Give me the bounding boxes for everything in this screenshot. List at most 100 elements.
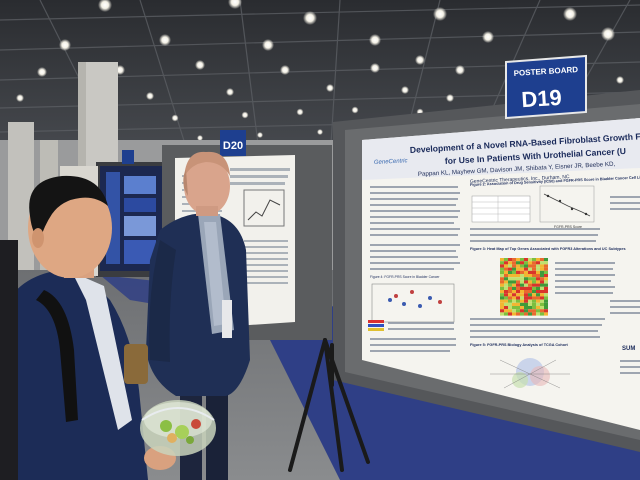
heatmap-cell [528,286,532,290]
heatmap-cell [512,286,516,290]
heatmap-cell [500,280,504,284]
heatmap-cell [512,302,516,306]
heatmap-cell [504,267,508,271]
heatmap-cell [520,290,524,294]
heatmap-cell [528,296,532,300]
heatmap-cell [500,306,504,310]
heatmap-cell [540,293,544,297]
heatmap-cell [504,296,508,300]
heatmap-cell [528,277,532,281]
heatmap-cell [520,296,524,300]
heatmap-cell [528,264,532,268]
heatmap-cell [520,293,524,297]
salad-container [140,400,216,456]
heatmap-cell [536,299,540,303]
heatmap-cell [540,274,544,278]
heatmap-cell [540,283,544,287]
heatmap-cell [504,258,508,262]
heatmap-cell [520,286,524,290]
heatmap-cell [512,296,516,300]
heatmap-cell [544,312,548,316]
summary-label: SUM [622,346,635,352]
heatmap-cell [508,270,512,274]
heatmap-cell [504,299,508,303]
heatmap-cell [524,274,528,278]
heatmap-cell [520,302,524,306]
heatmap-cell [504,309,508,313]
heatmap-cell [544,296,548,300]
heatmap-cell [532,277,536,281]
heatmap-cell [540,258,544,262]
heatmap-cell [532,299,536,303]
poster-text-column-left [370,186,460,270]
heatmap-cell [500,267,504,271]
heatmap-cell [540,286,544,290]
sign-d20-label: D20 [223,140,243,152]
heatmap-cell [536,290,540,294]
figure3-heatmap [500,258,548,316]
heatmap-cell [512,306,516,310]
heatmap-cell [516,306,520,310]
heatmap-cell [540,267,544,271]
heatmap-cell [524,290,528,294]
heatmap-cell [516,261,520,265]
heatmap-cell [528,306,532,310]
heatmap-cell [516,267,520,271]
heatmap-cell [504,306,508,310]
heatmap-cell [544,299,548,303]
heatmap-cell [512,274,516,278]
heatmap-cell [524,309,528,313]
heatmap-cell [532,270,536,274]
heatmap-cell [508,283,512,287]
heatmap-cell [544,280,548,284]
heatmap-cell [540,264,544,268]
heatmap-cell [536,306,540,310]
sign-d20: D20 [220,130,246,156]
heatmap-cell [520,267,524,271]
heatmap-cell [544,258,548,262]
heatmap-cell [500,312,504,316]
heatmap-cell [504,293,508,297]
heatmap-cell [500,296,504,300]
heatmap-cell [516,280,520,284]
heatmap-cell [504,274,508,278]
handbag [124,344,148,384]
ceiling-lights [16,0,624,141]
heatmap-cell [520,299,524,303]
heatmap-cell [512,267,516,271]
heatmap-cell [536,270,540,274]
heatmap-cell [500,277,504,281]
heatmap-cell [528,267,532,271]
heatmap-cell [516,264,520,268]
heatmap-cell [540,261,544,265]
heatmap-cell [508,302,512,306]
heatmap-cell [520,312,524,316]
heatmap-cell [528,258,532,262]
legend-swatches [368,320,384,331]
heatmap-cell [504,264,508,268]
figure5-title: Figure 5: FGFR-PRS Biology Analysis of T… [470,343,569,347]
heatmap-cell [520,264,524,268]
heatmap-cell [500,283,504,287]
heatmap-cell [508,280,512,284]
heatmap-cell [532,302,536,306]
heatmap-cell [532,274,536,278]
heatmap-cell [540,270,544,274]
heatmap-cell [540,296,544,300]
heatmap-cell [528,290,532,294]
heatmap-cell [528,302,532,306]
heatmap-cell [524,270,528,274]
heatmap-cell [532,309,536,313]
heatmap-cell [540,280,544,284]
heatmap-cell [520,277,524,281]
heatmap-cell [524,312,528,316]
figure4-title: Figure 4: FGFR-PRS Score in Bladder Canc… [370,275,440,279]
heatmap-cell [544,302,548,306]
heatmap-cell [536,258,540,262]
heatmap-cell [544,286,548,290]
figure2-table [471,195,531,223]
heatmap-cell [516,286,520,290]
heatmap-cell [532,264,536,268]
heatmap-cell [512,270,516,274]
